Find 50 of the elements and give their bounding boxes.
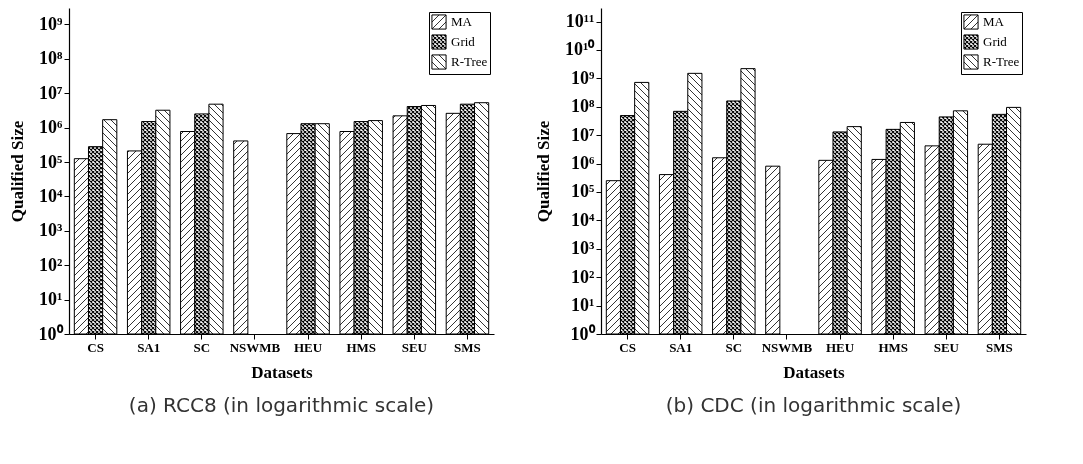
x-tick-label: HMS	[346, 339, 376, 355]
y-tick-label: 10⁷	[39, 82, 64, 103]
y-tick-label: 10³	[39, 220, 64, 241]
y-tick-label: 10⁸	[571, 96, 596, 117]
y-tick-label: 10¹⁰	[565, 39, 596, 60]
x-tick-label: SC	[725, 339, 743, 355]
y-tick-label: 10⁵	[571, 181, 596, 202]
y-tick-label: 10⁸	[39, 48, 64, 69]
x-tick-label: SEU	[401, 339, 428, 355]
x-axis-title: Datasets	[251, 362, 314, 382]
y-tick-label: 10¹	[571, 295, 595, 316]
x-tick-label: HEU	[825, 339, 855, 355]
text: (a) RCC8 (in logarithmic scale)	[128, 393, 435, 417]
y-tick-label: 10⁴	[39, 185, 64, 206]
x-tick-label: SMS	[454, 339, 481, 355]
y-axis-title: Qualified Size	[7, 120, 27, 223]
y-tick-label: 10⁹	[39, 13, 64, 34]
y-tick-label: 10¹	[39, 289, 63, 310]
legend-label: R-Tree	[983, 54, 1020, 69]
y-tick-label: 10⁰	[570, 323, 596, 344]
y-tick-label: 10²	[571, 266, 595, 287]
y-tick-label: 10²	[39, 254, 63, 275]
x-tick-label: CS	[619, 339, 636, 355]
y-tick-label: 10⁶	[571, 153, 596, 174]
x-tick-label: SMS	[986, 339, 1013, 355]
legend-label: Grid	[983, 34, 1008, 49]
y-tick-label: 10⁶	[39, 117, 64, 138]
y-tick-label: 10⁵	[39, 151, 64, 172]
x-tick-label: CS	[87, 339, 104, 355]
y-tick-label: 10⁷	[571, 124, 596, 145]
x-tick-label: SC	[193, 339, 211, 355]
x-tick-label: SA1	[137, 339, 161, 355]
y-tick-label: 10⁴	[571, 209, 596, 230]
x-tick-label: HMS	[878, 339, 908, 355]
x-tick-label: HEU	[293, 339, 323, 355]
y-tick-label: 10⁰	[38, 323, 64, 344]
legend-label: MA	[983, 14, 1005, 29]
y-tick-label: 10¹¹	[565, 11, 595, 32]
legend-label: R-Tree	[451, 54, 488, 69]
legend-label: Grid	[451, 34, 476, 49]
y-tick-label: 10⁹	[571, 67, 596, 88]
legend-label: MA	[451, 14, 473, 29]
y-axis-title: Qualified Size	[534, 120, 554, 223]
x-tick-label: SEU	[933, 339, 960, 355]
y-tick-label: 10³	[571, 238, 596, 259]
x-tick-label: NSWMB	[229, 339, 281, 355]
text: (b) CDC (in logarithmic scale)	[665, 393, 962, 417]
x-tick-label: NSWMB	[761, 339, 813, 355]
x-axis-title: Datasets	[783, 362, 846, 382]
x-tick-label: SA1	[669, 339, 693, 355]
